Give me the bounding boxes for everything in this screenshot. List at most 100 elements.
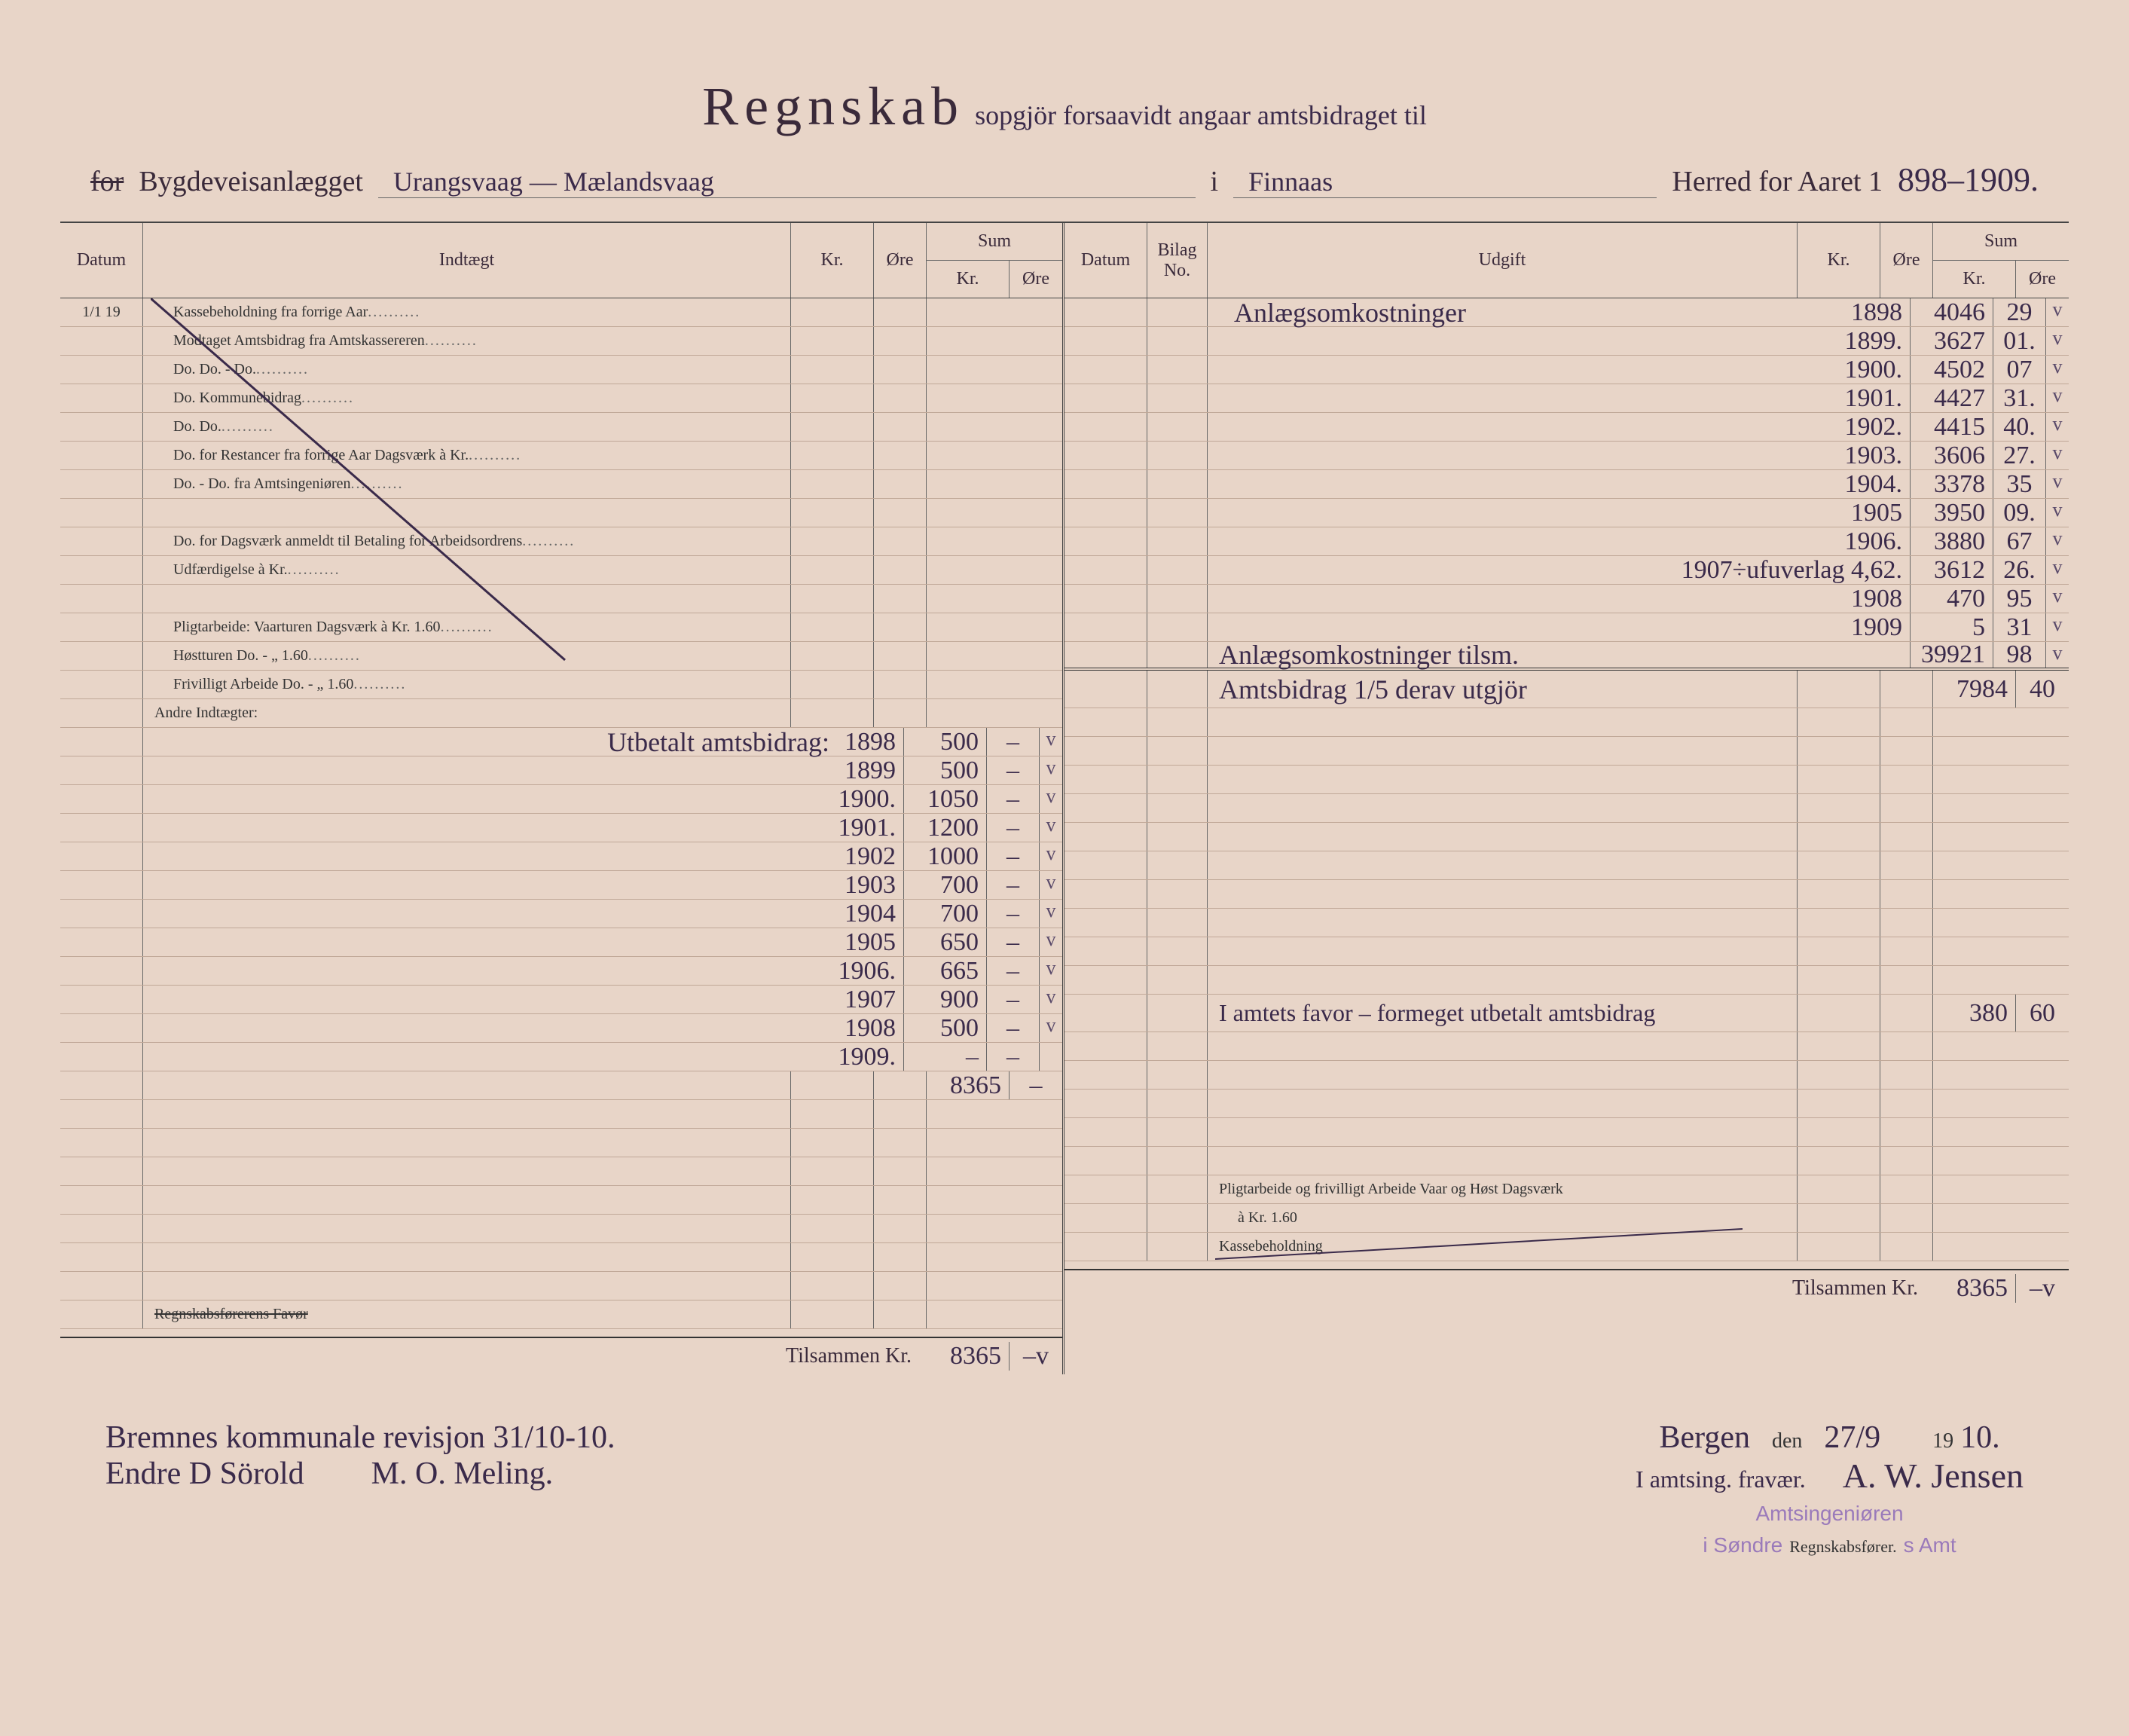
- entry-year: 1899: [845, 756, 896, 785]
- printed-row: Høstturen Do. - „ 1.60..........: [60, 642, 1062, 671]
- printed-row: Do. Do. - Do...........: [60, 356, 1062, 384]
- expense-entry-row: 1905 3950 09. v: [1064, 499, 2069, 527]
- blank-row: [1064, 851, 2069, 880]
- entry-year: 1908: [845, 1014, 896, 1043]
- expense-year: 1899.: [1845, 327, 1903, 356]
- amts-kr: 7984: [1933, 671, 2016, 708]
- subtotal-label: Anlægsomkostninger tilsm.: [1208, 642, 1911, 668]
- entry-desc: 1907: [143, 986, 904, 1013]
- expense-ore: 29: [1993, 298, 2046, 326]
- entry-year: 1900.: [838, 785, 897, 814]
- left-total-ore: –v: [1010, 1342, 1062, 1371]
- entry-desc: 1901.: [143, 814, 904, 842]
- header-row-left: Datum Indtægt Kr. Øre Sum Kr. Øre: [60, 223, 1062, 298]
- blank-row: [1064, 966, 2069, 995]
- expense-desc: Anlægsomkostninger 1898: [1208, 298, 1911, 326]
- entry-ore: –: [987, 1014, 1040, 1042]
- entry-ore: –: [987, 871, 1040, 899]
- expense-year: 1900.: [1845, 356, 1903, 384]
- expense-desc: 1905: [1208, 499, 1911, 527]
- entry-kr: 1000: [904, 842, 987, 870]
- printed-text: [143, 585, 791, 613]
- expense-desc: 1908: [1208, 585, 1911, 613]
- footer-left: Bremnes kommunale revisjon 31/10-10. End…: [105, 1420, 615, 1559]
- entry-kr: 900: [904, 986, 987, 1013]
- entry-kr: 650: [904, 928, 987, 956]
- entry-ore: –: [987, 928, 1040, 956]
- expense-entry-row: 1906. 3880 67 v: [1064, 527, 2069, 556]
- entry-year: 1904: [845, 900, 896, 928]
- printed-row: Frivilligt Arbeide Do. - „ 1.60.........…: [60, 671, 1062, 699]
- printed-text: Do. Kommunebidrag..........: [143, 384, 791, 412]
- revision-note: Bremnes kommunale revisjon 31/10-10.: [105, 1420, 615, 1456]
- expense-ore: 95: [1993, 585, 2046, 613]
- entry-check: v: [1040, 842, 1062, 870]
- printed-row: 1/1 19 Kassebeholdning fra forrige Aar..…: [60, 298, 1062, 327]
- printed-text: Do. Do. - Do...........: [143, 356, 791, 384]
- income-entry-row: 1908 500 – v: [60, 1014, 1062, 1043]
- entry-kr: 665: [904, 957, 987, 985]
- date-1-1: 1/1 19: [82, 304, 121, 321]
- entry-check: v: [1040, 814, 1062, 842]
- entry-kr: 500: [904, 756, 987, 784]
- favor-label: I amtets favor – formeget utbetalt amtsb…: [1208, 995, 1798, 1032]
- printed-text: [143, 499, 791, 527]
- printed-row: [60, 499, 1062, 527]
- printed-text: Høstturen Do. - „ 1.60..........: [143, 642, 791, 670]
- for-struck: for: [90, 165, 124, 198]
- expense-ore: 31.: [1993, 384, 2046, 412]
- hdr-kr: Kr.: [791, 223, 874, 298]
- expense-year: 1904.: [1845, 470, 1903, 499]
- printed-row: Do. Do...........: [60, 413, 1062, 442]
- entry-ore: –: [987, 814, 1040, 842]
- years: 898–1909.: [1898, 160, 2039, 199]
- entry-kr: –: [904, 1043, 987, 1071]
- entry-desc: Utbetalt amtsbidrag: 1898: [143, 728, 904, 756]
- expense-kr: 470: [1911, 585, 1993, 613]
- printed-text: Udfærdigelse à Kr...........: [143, 556, 791, 584]
- entry-year: 1901.: [838, 814, 897, 842]
- hdr-datum: Datum: [60, 223, 143, 298]
- subtotal-kr: 39921: [1911, 642, 1993, 668]
- expense-entry-row: Anlægsomkostninger 1898 4046 29 v: [1064, 298, 2069, 327]
- hdr-sum: Sum Kr. Øre: [927, 223, 1062, 298]
- printed-text: Do. Do...........: [143, 413, 791, 441]
- expense-check: v: [2046, 327, 2069, 355]
- pligt-label: Pligtarbeide og frivilligt Arbeide Vaar …: [1208, 1175, 1798, 1203]
- anlaeg-label: Anlægsomkostninger: [1234, 297, 1466, 329]
- expense-check: v: [2046, 556, 2069, 584]
- blank-row: [1064, 766, 2069, 794]
- entry-desc: 1905: [143, 928, 904, 956]
- expense-desc: 1906.: [1208, 527, 1911, 555]
- entry-desc: 1904: [143, 900, 904, 928]
- entry-kr: 500: [904, 1014, 987, 1042]
- expense-kr: 3880: [1911, 527, 1993, 555]
- hdr-sum-ore: Øre: [1010, 261, 1062, 298]
- right-subtotal-row: Anlægsomkostninger tilsm. 39921 98 v: [1064, 642, 2069, 671]
- fravar-note: I amtsing. fravær.: [1636, 1466, 1806, 1493]
- hdr-bilag: Bilag No.: [1147, 223, 1208, 298]
- i-label: i: [1211, 165, 1219, 198]
- blank-row: [1064, 1032, 2069, 1061]
- left-totals: Tilsammen Kr. 8365 –v: [60, 1337, 1062, 1374]
- expense-desc: 1909: [1208, 613, 1911, 641]
- hdr-sum-kr: Kr.: [927, 261, 1010, 298]
- blank-row: [60, 1186, 1062, 1215]
- entry-check: [1040, 1043, 1062, 1071]
- footer-right: Bergen den 27/9 19 10. I amtsing. fravær…: [1636, 1420, 2024, 1559]
- expense-entry-row: 1903. 3606 27. v: [1064, 442, 2069, 470]
- expense-check: v: [2046, 613, 2069, 641]
- entry-check: v: [1040, 785, 1062, 813]
- entry-year: 1903: [845, 871, 896, 900]
- blank-row: [1064, 1090, 2069, 1118]
- printed-row: Do. for Restancer fra forrige Aar Dagsvæ…: [60, 442, 1062, 470]
- blank-row: [60, 1272, 1062, 1300]
- printed-text: Andre Indtægter:: [143, 699, 791, 727]
- blank-row: [60, 1129, 1062, 1157]
- left-total-kr: 8365: [927, 1342, 1010, 1371]
- entry-desc: 1909.: [143, 1043, 904, 1071]
- expense-kr: 3950: [1911, 499, 1993, 527]
- blank-row: [1064, 1061, 2069, 1090]
- expense-desc: 1900.: [1208, 356, 1911, 384]
- blank-row: [60, 1215, 1062, 1243]
